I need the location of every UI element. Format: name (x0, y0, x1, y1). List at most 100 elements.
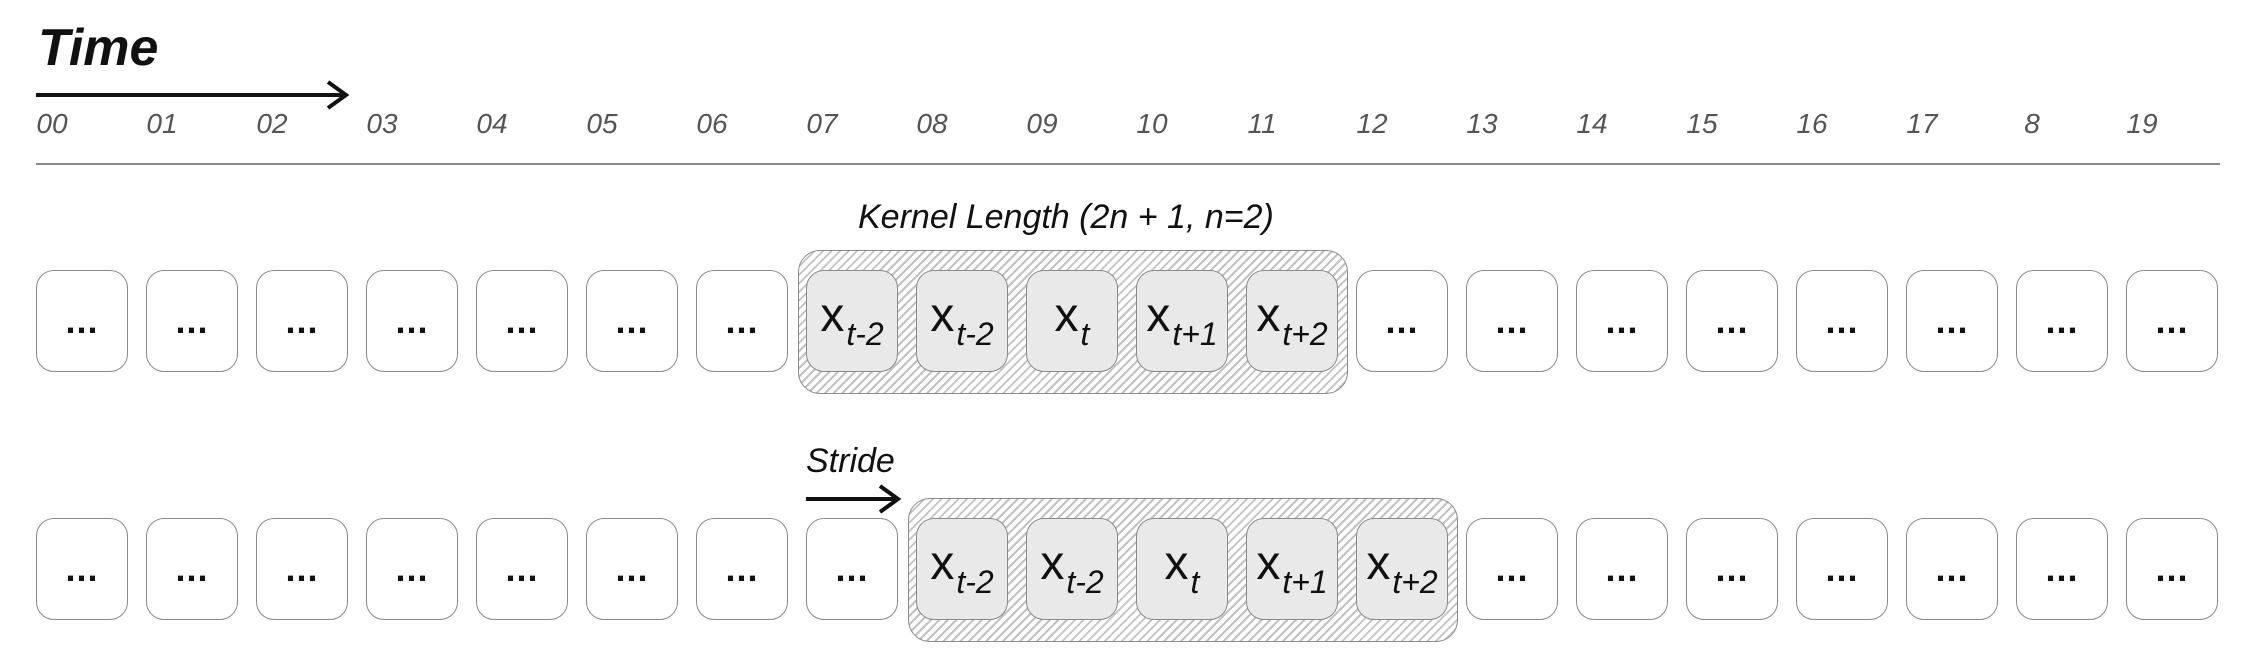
sequence-cell-ellipsis: ... (2016, 518, 2108, 620)
kernel-cell: xt-2 (806, 270, 898, 372)
x-symbol: x (930, 289, 955, 342)
time-axis-line (36, 163, 2220, 165)
x-subscript: t-2 (956, 316, 994, 352)
time-tick-label: 09 (1026, 108, 1058, 139)
ellipsis-text: ... (1495, 548, 1529, 589)
time-tick-label: 10 (1136, 108, 1168, 139)
sequence-cell-ellipsis: ... (1906, 270, 1998, 372)
kernel-cell-label: xt+2 (1256, 289, 1328, 352)
sequence-cell-ellipsis: ... (1466, 270, 1558, 372)
x-symbol: x (1146, 289, 1171, 342)
sequence-cell-ellipsis: ... (1796, 518, 1888, 620)
ellipsis-text: ... (505, 548, 539, 589)
sequence-cell-ellipsis: ... (696, 270, 788, 372)
time-tick-label: 04 (476, 108, 508, 139)
ellipsis-text: ... (1605, 300, 1639, 341)
ellipsis-text: ... (1935, 548, 1969, 589)
ellipsis-text: ... (1715, 300, 1749, 341)
time-tick-label: 02 (256, 108, 288, 139)
ellipsis-text: ... (2155, 300, 2189, 341)
kernel-cell-label: xt (1165, 540, 1200, 600)
kernel-length-label: Kernel Length (2n + 1, n=2) (858, 198, 1274, 236)
ellipsis-text: ... (1935, 300, 1969, 341)
ellipsis-text: ... (395, 300, 429, 341)
time-tick-label: 03 (366, 108, 398, 139)
kernel-cell: xt+2 (1246, 270, 1338, 372)
time-tick-label: 08 (916, 108, 948, 139)
ellipsis-text: ... (285, 548, 319, 589)
sequence-cell-ellipsis: ... (36, 518, 128, 620)
time-tick-label: 8 (2024, 108, 2040, 139)
ellipsis-text: ... (65, 300, 99, 341)
time-tick-label: 16 (1796, 108, 1828, 139)
sequence-cell-ellipsis: ... (476, 270, 568, 372)
sequence-cell-ellipsis: ... (146, 270, 238, 372)
sequence-cell-ellipsis: ... (2016, 270, 2108, 372)
sequence-cell-ellipsis: ... (1796, 270, 1888, 372)
ellipsis-text: ... (615, 548, 649, 589)
sequence-cell-ellipsis: ... (586, 270, 678, 372)
ellipsis-text: ... (175, 548, 209, 589)
x-symbol: x (1256, 289, 1281, 342)
kernel-cell-label: xt-2 (930, 540, 994, 600)
x-symbol: x (1256, 537, 1281, 590)
kernel-cell: xt-2 (916, 518, 1008, 620)
ellipsis-text: ... (1605, 548, 1639, 589)
ellipsis-text: ... (2045, 548, 2079, 589)
sequence-cell-ellipsis: ... (1356, 270, 1448, 372)
kernel-cell-label: xt-2 (930, 289, 994, 352)
sequence-cell-ellipsis: ... (256, 270, 348, 372)
ellipsis-text: ... (65, 548, 99, 589)
time-axis-ticks: 00 01 02 03 04 05 06 07 08 09 10 11 12 13 14 15 16 17 8 19 (0, 110, 2246, 150)
sequence-cell-ellipsis: ... (476, 518, 568, 620)
sequence-cell-ellipsis: ... (1686, 270, 1778, 372)
time-tick-label: 01 (146, 108, 178, 139)
sequence-cell-ellipsis: ... (366, 270, 458, 372)
ellipsis-text: ... (505, 300, 539, 341)
kernel-cell-label: xt-2 (1040, 537, 1104, 600)
stride-arrow-icon (806, 484, 902, 514)
x-subscript: t (1080, 316, 1090, 352)
time-tick-label: 05 (586, 108, 618, 139)
sequence-cell-ellipsis: ... (1686, 518, 1778, 620)
time-arrow-icon (36, 80, 350, 110)
ellipsis-text: ... (2045, 300, 2079, 341)
ellipsis-text: ... (725, 548, 759, 589)
x-subscript: t-2 (956, 564, 994, 600)
x-symbol: x (1054, 289, 1079, 342)
x-subscript: t+2 (1282, 316, 1328, 352)
kernel-cell-label: xt (1054, 289, 1090, 352)
x-subscript: t (1190, 564, 1200, 600)
time-tick-label: 12 (1356, 108, 1388, 139)
time-tick-label: 14 (1576, 108, 1608, 139)
kernel-cell: xt+2 (1356, 518, 1448, 620)
sequence-cell-ellipsis: ... (1576, 270, 1668, 372)
sequence-cell-ellipsis: ... (2126, 518, 2218, 620)
ellipsis-text: ... (725, 300, 759, 341)
time-tick-label: 11 (1247, 108, 1277, 139)
kernel-cell: xt (1136, 518, 1228, 620)
ellipsis-text: ... (1825, 548, 1859, 589)
kernel-cell: xt-2 (1026, 518, 1118, 620)
time-tick-label: 13 (1466, 108, 1498, 139)
x-subscript: t-2 (1066, 564, 1104, 600)
kernel-cell-label: xt+1 (1256, 537, 1327, 599)
x-symbol: x (820, 289, 845, 342)
ellipsis-text: ... (1385, 300, 1419, 341)
sequence-cell-ellipsis: ... (36, 270, 128, 372)
ellipsis-text: ... (1495, 300, 1529, 341)
sequence-cell-ellipsis: ... (146, 518, 238, 620)
sequence-cell-ellipsis: ... (806, 518, 898, 620)
kernel-cell-label: xt+2 (1366, 540, 1437, 599)
ellipsis-text: ... (615, 300, 649, 341)
x-symbol: x (1040, 537, 1065, 590)
time-tick-label: 06 (696, 108, 728, 139)
sequence-cell-ellipsis: ... (1466, 518, 1558, 620)
time-tick-label: 07 (806, 108, 838, 139)
ellipsis-text: ... (175, 300, 209, 341)
ellipsis-text: ... (395, 548, 429, 589)
sequence-cell-ellipsis: ... (366, 518, 458, 620)
ellipsis-text: ... (835, 548, 869, 589)
time-tick-label: 00 (36, 108, 68, 139)
x-subscript: t-2 (846, 316, 884, 352)
